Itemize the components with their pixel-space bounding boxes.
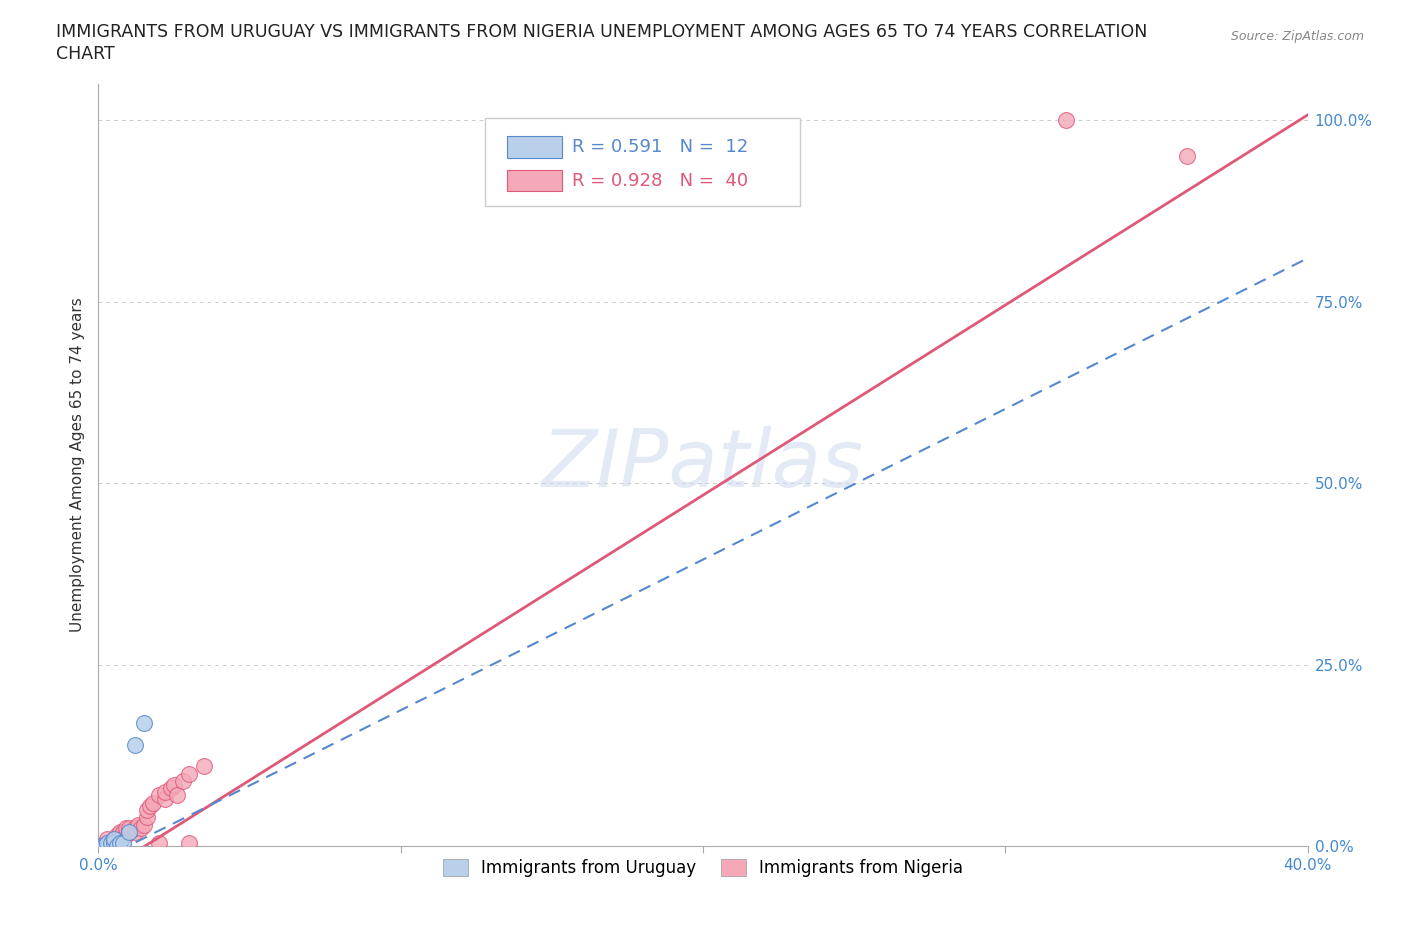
Point — [114, 828, 136, 843]
Point — [100, 835, 122, 850]
Point — [124, 824, 146, 839]
Point — [135, 810, 157, 825]
Text: ZIPatlas: ZIPatlas — [541, 426, 865, 504]
Point — [105, 839, 128, 854]
Point — [96, 835, 118, 850]
Point — [103, 835, 125, 850]
FancyBboxPatch shape — [485, 118, 800, 206]
Point — [111, 828, 134, 843]
Point — [153, 791, 176, 806]
Point — [118, 824, 141, 839]
Point — [108, 835, 131, 850]
Point — [1054, 113, 1077, 127]
Text: CHART: CHART — [56, 45, 115, 62]
Point — [139, 799, 162, 814]
Point — [160, 781, 183, 796]
Point — [105, 835, 128, 850]
Point — [129, 820, 152, 835]
Legend: Immigrants from Uruguay, Immigrants from Nigeria: Immigrants from Uruguay, Immigrants from… — [436, 852, 970, 883]
Point — [111, 824, 134, 839]
Point — [90, 839, 112, 854]
Point — [124, 737, 146, 752]
Point — [111, 835, 134, 850]
Point — [132, 715, 155, 730]
Point — [100, 839, 122, 854]
Point — [148, 788, 170, 803]
Point — [93, 839, 115, 854]
Text: R = 0.591   N =  12: R = 0.591 N = 12 — [572, 138, 748, 156]
Point — [127, 817, 149, 832]
Bar — [508, 170, 561, 192]
Point — [103, 831, 125, 846]
Point — [148, 835, 170, 850]
Point — [103, 835, 125, 850]
Point — [108, 824, 131, 839]
Point — [90, 839, 112, 854]
Y-axis label: Unemployment Among Ages 65 to 74 years: Unemployment Among Ages 65 to 74 years — [69, 298, 84, 632]
Point — [172, 774, 194, 789]
Point — [179, 835, 201, 850]
Point — [96, 835, 118, 850]
Point — [135, 803, 157, 817]
Point — [193, 759, 215, 774]
Text: R = 0.928   N =  40: R = 0.928 N = 40 — [572, 171, 748, 190]
Point — [103, 831, 125, 846]
Point — [100, 835, 122, 850]
Text: IMMIGRANTS FROM URUGUAY VS IMMIGRANTS FROM NIGERIA UNEMPLOYMENT AMONG AGES 65 TO: IMMIGRANTS FROM URUGUAY VS IMMIGRANTS FR… — [56, 23, 1147, 41]
Point — [132, 817, 155, 832]
Point — [105, 828, 128, 843]
Point — [118, 820, 141, 835]
Text: Source: ZipAtlas.com: Source: ZipAtlas.com — [1230, 30, 1364, 43]
Bar — [508, 137, 561, 158]
Point — [163, 777, 186, 792]
Point — [118, 824, 141, 839]
Point — [124, 820, 146, 835]
Point — [96, 831, 118, 846]
Point — [93, 839, 115, 854]
Point — [142, 795, 165, 810]
Point — [166, 788, 188, 803]
Point — [1175, 149, 1198, 164]
Point — [179, 766, 201, 781]
Point — [114, 820, 136, 835]
Point — [153, 784, 176, 799]
Point — [108, 831, 131, 846]
